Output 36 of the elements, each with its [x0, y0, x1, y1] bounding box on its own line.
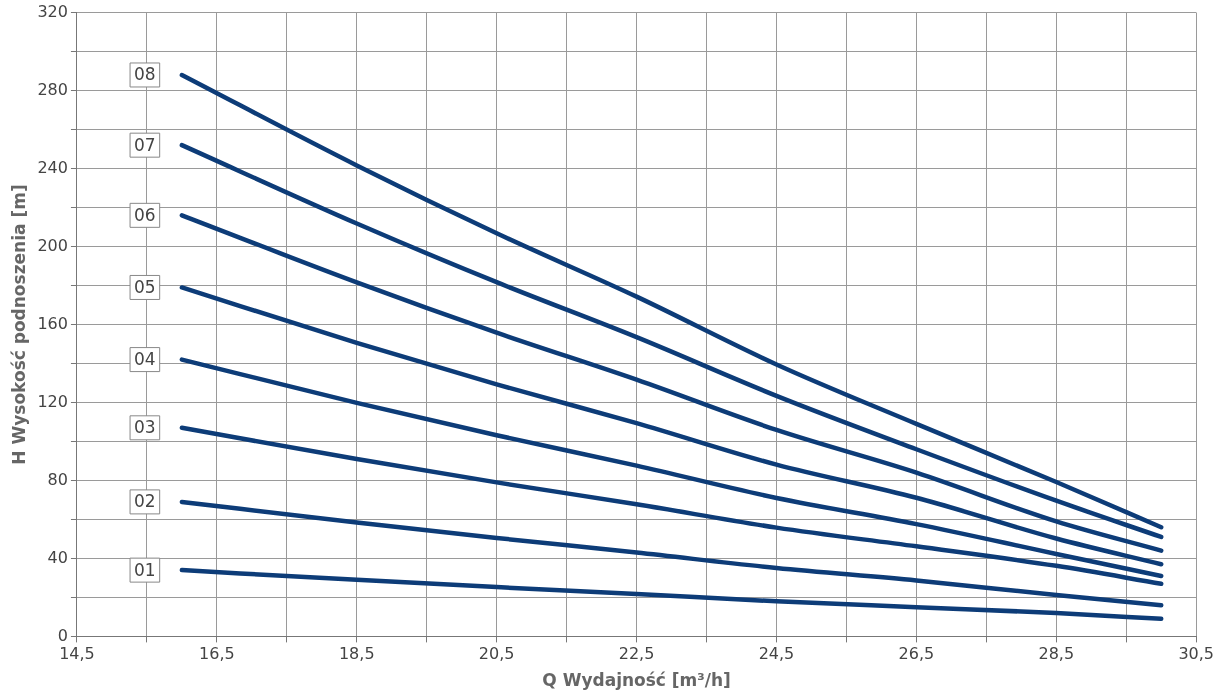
- series-label: 08: [134, 64, 156, 85]
- line-series: [179, 72, 1164, 530]
- y-tick-label: 160: [37, 313, 68, 333]
- y-tick-label: 320: [37, 1, 68, 21]
- line-series: [179, 567, 1164, 622]
- y-tick-label: 40: [47, 547, 68, 567]
- line-series: [179, 285, 1164, 567]
- series-label: 03: [134, 417, 156, 438]
- x-tick-label: 14,5: [59, 644, 95, 664]
- line-series: [179, 357, 1164, 579]
- series-label: 02: [134, 491, 156, 512]
- y-tick-label: 80: [47, 469, 68, 489]
- series-label: 07: [134, 134, 156, 155]
- x-tick-label: 26,5: [898, 644, 935, 664]
- x-tick-label: 18,5: [338, 644, 375, 664]
- series-label: 06: [134, 204, 156, 225]
- x-tick-label: 20,5: [478, 644, 515, 664]
- y-tick-label: 280: [37, 79, 68, 99]
- series-label: 04: [134, 349, 156, 370]
- y-tick-label: 200: [37, 235, 68, 255]
- x-tick-label: 16,5: [199, 644, 235, 664]
- x-tick-label: 30,5: [1178, 644, 1214, 664]
- series-label: 01: [134, 559, 156, 580]
- line-series: [179, 499, 1164, 608]
- line-series: [179, 142, 1164, 540]
- line-series: [179, 425, 1164, 587]
- series-label: 05: [134, 276, 156, 297]
- y-tick-label: 0: [57, 625, 68, 645]
- x-tick-label: 28,5: [1038, 644, 1075, 664]
- x-axis-title: Q Wydajność [m³/h]: [542, 670, 731, 691]
- x-tick-label: 24,5: [758, 644, 795, 664]
- y-tick-label: 120: [37, 391, 68, 411]
- x-tick-label: 22,5: [618, 644, 655, 664]
- y-axis-title: H Wysokość podnoszenia [m]: [8, 184, 29, 465]
- y-tick-label: 240: [37, 157, 68, 177]
- line-series: [179, 213, 1164, 553]
